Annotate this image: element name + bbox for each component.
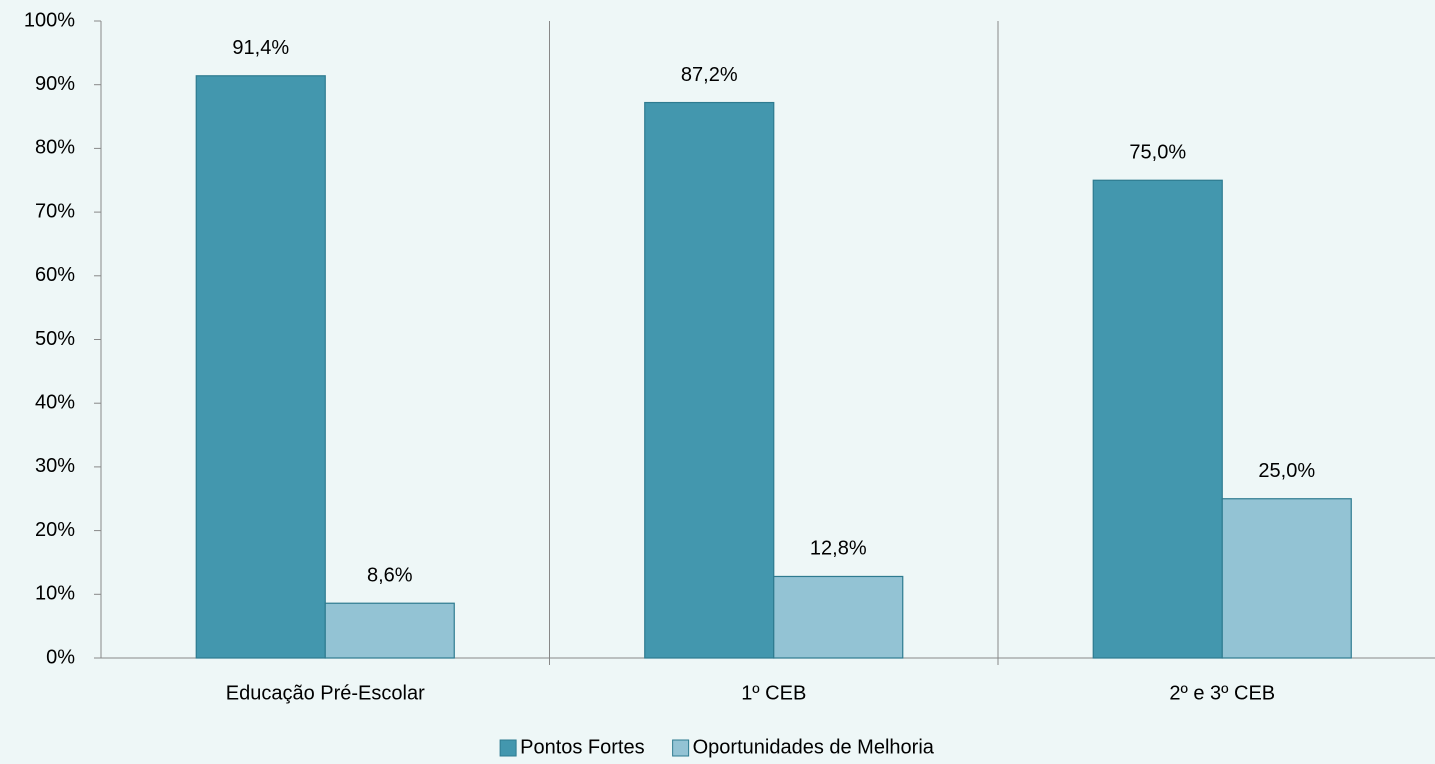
y-tick-label: 60% <box>35 264 75 286</box>
data-label: 87,2% <box>681 64 738 86</box>
bar <box>1221 498 1352 659</box>
bar <box>1092 179 1223 659</box>
y-tick-label: 100% <box>24 9 75 31</box>
data-label: 75,0% <box>1129 142 1186 164</box>
y-tick-label: 40% <box>35 391 75 413</box>
y-tick-label: 10% <box>35 583 75 605</box>
data-label: 12,8% <box>810 538 867 560</box>
legend-label: Pontos Fortes <box>520 736 645 758</box>
y-tick-label: 90% <box>35 73 75 95</box>
y-tick-label: 20% <box>35 519 75 541</box>
data-label: 8,6% <box>367 564 413 586</box>
legend-swatch <box>672 739 690 757</box>
y-tick-label: 80% <box>35 137 75 159</box>
bar <box>195 75 326 659</box>
y-tick-label: 30% <box>35 455 75 477</box>
bar <box>644 101 775 659</box>
bar <box>324 602 455 659</box>
y-tick-label: 0% <box>46 646 75 668</box>
data-label: 91,4% <box>232 37 289 59</box>
legend-label: Oportunidades de Melhoria <box>693 736 935 758</box>
y-tick-label: 70% <box>35 200 75 222</box>
legend-swatch <box>499 739 517 757</box>
data-label: 25,0% <box>1258 460 1315 482</box>
bar <box>773 575 904 659</box>
x-tick-label: 1º CEB <box>741 682 806 704</box>
x-tick-label: 2º e 3º CEB <box>1169 682 1275 704</box>
y-tick-label: 50% <box>35 328 75 350</box>
x-tick-label: Educação Pré-Escolar <box>226 682 425 704</box>
